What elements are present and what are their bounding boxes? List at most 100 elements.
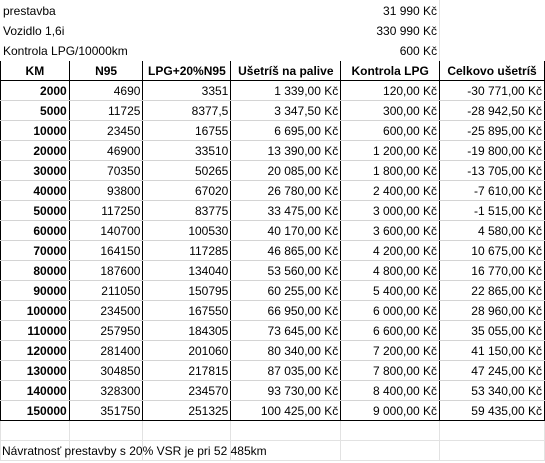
- value-cell[interactable]: 3351: [142, 80, 232, 101]
- value-cell[interactable]: 83775: [142, 200, 232, 221]
- value-cell[interactable]: 600,00 Kč: [340, 120, 441, 141]
- value-cell[interactable]: 87 035,00 Kč: [230, 360, 342, 381]
- empty-cell[interactable]: [230, 420, 342, 441]
- km-cell[interactable]: 150000: [0, 400, 70, 421]
- km-cell[interactable]: 70000: [0, 240, 70, 261]
- info-value-cell[interactable]: 330 990 Kč: [230, 20, 441, 41]
- value-cell[interactable]: 10 675,00 Kč: [439, 240, 545, 261]
- km-cell[interactable]: 130000: [0, 360, 70, 381]
- value-cell[interactable]: 117250: [68, 200, 144, 221]
- value-cell[interactable]: 328300: [68, 380, 144, 401]
- info-label-cell[interactable]: Vozidlo 1,6i: [3, 23, 65, 38]
- value-cell[interactable]: 211050: [68, 280, 144, 301]
- value-cell[interactable]: 100 425,00 Kč: [230, 400, 342, 421]
- km-cell[interactable]: 80000: [0, 260, 70, 281]
- value-cell[interactable]: 4 580,00 Kč: [439, 220, 545, 241]
- value-cell[interactable]: 93800: [68, 180, 144, 201]
- value-cell[interactable]: 167550: [142, 300, 232, 321]
- empty-cell[interactable]: [439, 440, 545, 461]
- empty-cell[interactable]: [440, 1, 545, 21]
- value-cell[interactable]: -19 800,00 Kč: [439, 140, 545, 161]
- value-cell[interactable]: 35 055,00 Kč: [439, 320, 545, 341]
- value-cell[interactable]: 351750: [68, 400, 144, 421]
- value-cell[interactable]: 8377,5: [142, 100, 232, 121]
- empty-cell[interactable]: [440, 41, 545, 61]
- info-value-cell[interactable]: 31 990 Kč: [230, 0, 441, 21]
- value-cell[interactable]: 7 200,00 Kč: [340, 340, 441, 361]
- info-label-cell[interactable]: prestavba: [3, 3, 56, 18]
- value-cell[interactable]: 33 475,00 Kč: [230, 200, 342, 221]
- empty-cell[interactable]: [340, 420, 441, 441]
- value-cell[interactable]: 70350: [68, 160, 144, 181]
- value-cell[interactable]: 28 960,00 Kč: [439, 300, 545, 321]
- column-header-cell[interactable]: LPG+20%N95: [142, 60, 232, 81]
- value-cell[interactable]: 40 170,00 Kč: [230, 220, 342, 241]
- value-cell[interactable]: 6 600,00 Kč: [340, 320, 441, 341]
- value-cell[interactable]: 140700: [68, 220, 144, 241]
- value-cell[interactable]: 73 645,00 Kč: [230, 320, 342, 341]
- value-cell[interactable]: 234500: [68, 300, 144, 321]
- value-cell[interactable]: 13 390,00 Kč: [230, 140, 342, 161]
- value-cell[interactable]: -13 705,00 Kč: [439, 160, 545, 181]
- value-cell[interactable]: 3 000,00 Kč: [340, 200, 441, 221]
- value-cell[interactable]: 16 770,00 Kč: [439, 260, 545, 281]
- value-cell[interactable]: 3 600,00 Kč: [340, 220, 441, 241]
- value-cell[interactable]: 16755: [142, 120, 232, 141]
- column-header-cell[interactable]: N95: [68, 60, 144, 81]
- empty-cell[interactable]: [440, 21, 545, 41]
- empty-cell[interactable]: [0, 420, 70, 441]
- value-cell[interactable]: 26 780,00 Kč: [230, 180, 342, 201]
- value-cell[interactable]: 80 340,00 Kč: [230, 340, 342, 361]
- value-cell[interactable]: 6 000,00 Kč: [340, 300, 441, 321]
- value-cell[interactable]: -1 515,00 Kč: [439, 200, 545, 221]
- value-cell[interactable]: 4 800,00 Kč: [340, 260, 441, 281]
- km-cell[interactable]: 90000: [0, 280, 70, 301]
- km-cell[interactable]: 50000: [0, 200, 70, 221]
- empty-cell[interactable]: [142, 440, 232, 461]
- value-cell[interactable]: 187600: [68, 260, 144, 281]
- value-cell[interactable]: 217815: [142, 360, 232, 381]
- value-cell[interactable]: 66 950,00 Kč: [230, 300, 342, 321]
- value-cell[interactable]: 2 400,00 Kč: [340, 180, 441, 201]
- km-cell[interactable]: 120000: [0, 340, 70, 361]
- value-cell[interactable]: 41 150,00 Kč: [439, 340, 545, 361]
- value-cell[interactable]: 164150: [68, 240, 144, 261]
- value-cell[interactable]: 300,00 Kč: [340, 100, 441, 121]
- value-cell[interactable]: 4690: [68, 80, 144, 101]
- empty-cell[interactable]: [340, 440, 441, 461]
- value-cell[interactable]: 50265: [142, 160, 232, 181]
- value-cell[interactable]: 257950: [68, 320, 144, 341]
- column-header-cell[interactable]: Ušetríš na palive: [230, 60, 342, 81]
- value-cell[interactable]: 9 000,00 Kč: [340, 400, 441, 421]
- value-cell[interactable]: 304850: [68, 360, 144, 381]
- value-cell[interactable]: 134040: [142, 260, 232, 281]
- km-cell[interactable]: 20000: [0, 140, 70, 161]
- value-cell[interactable]: 184305: [142, 320, 232, 341]
- km-cell[interactable]: 30000: [0, 160, 70, 181]
- value-cell[interactable]: -30 771,00 Kč: [439, 80, 545, 101]
- value-cell[interactable]: 201060: [142, 340, 232, 361]
- value-cell[interactable]: 4 200,00 Kč: [340, 240, 441, 261]
- value-cell[interactable]: 53 560,00 Kč: [230, 260, 342, 281]
- value-cell[interactable]: 53 340,00 Kč: [439, 380, 545, 401]
- empty-cell[interactable]: [230, 440, 342, 461]
- value-cell[interactable]: 120,00 Kč: [340, 80, 441, 101]
- value-cell[interactable]: 1 200,00 Kč: [340, 140, 441, 161]
- value-cell[interactable]: 281400: [68, 340, 144, 361]
- value-cell[interactable]: 117285: [142, 240, 232, 261]
- empty-cell[interactable]: [68, 420, 144, 441]
- value-cell[interactable]: 100530: [142, 220, 232, 241]
- km-cell[interactable]: 60000: [0, 220, 70, 241]
- value-cell[interactable]: 46900: [68, 140, 144, 161]
- value-cell[interactable]: 46 865,00 Kč: [230, 240, 342, 261]
- value-cell[interactable]: -25 895,00 Kč: [439, 120, 545, 141]
- value-cell[interactable]: 60 255,00 Kč: [230, 280, 342, 301]
- info-label-cell[interactable]: Kontrola LPG/10000km: [3, 43, 128, 58]
- value-cell[interactable]: 7 800,00 Kč: [340, 360, 441, 381]
- empty-cell[interactable]: [0, 440, 70, 461]
- empty-cell[interactable]: [142, 420, 232, 441]
- km-cell[interactable]: 2000: [0, 80, 70, 101]
- value-cell[interactable]: 67020: [142, 180, 232, 201]
- km-cell[interactable]: 10000: [0, 120, 70, 141]
- km-cell[interactable]: 110000: [0, 320, 70, 341]
